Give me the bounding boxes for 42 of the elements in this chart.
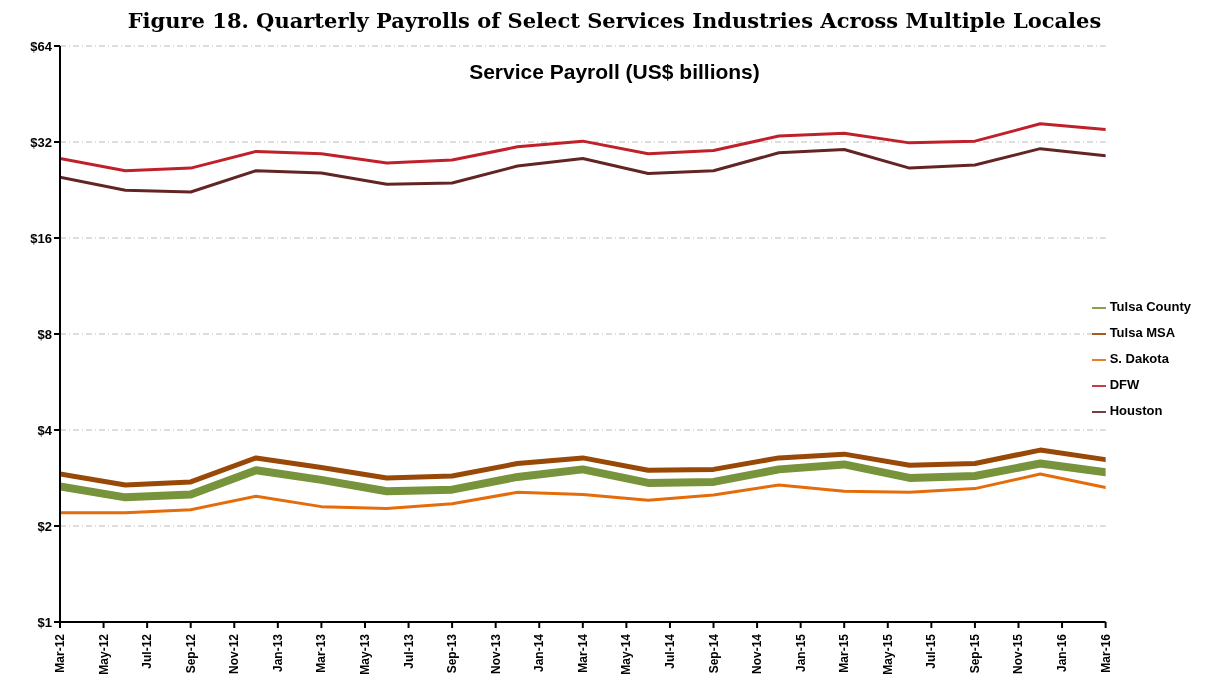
line-series	[60, 147, 1106, 194]
x-tick-label: Mar-12	[53, 633, 67, 673]
x-tick-label: Sep-12	[183, 633, 198, 674]
y-tick-label: $16	[30, 230, 52, 246]
x-tick-label: May-15	[880, 633, 895, 675]
legend-label: Tulsa County	[1109, 299, 1191, 314]
y-tick-label: $64	[30, 38, 53, 54]
y-tick-label: $32	[30, 134, 52, 150]
x-tick-label: Jan-14	[532, 633, 547, 673]
x-tick-label: Sep-13	[445, 633, 460, 674]
text: Service Payroll (US$ billions)	[468, 60, 761, 84]
y-tick-label: $8	[37, 326, 52, 342]
x-tick-label: Nov-15	[1011, 633, 1026, 675]
x-tick-label: May-13	[357, 633, 372, 675]
y-tick-label: $1	[37, 614, 52, 630]
chart-title: Figure 18. Quarterly Payrolls of Select Services Industries Across Multiple Locales	[126, 8, 1103, 35]
legend-label: DFW	[1109, 377, 1140, 392]
x-tick-label: Sep-15	[967, 633, 982, 674]
x-tick-label: Mar-15	[837, 633, 852, 673]
legend-label: Houston	[1109, 403, 1163, 418]
x-tick-label: Jul-13	[401, 633, 416, 669]
legend-label: Tulsa MSA	[1109, 325, 1176, 340]
x-tick-label: Sep-14	[706, 633, 721, 674]
x-tick-label: May-14	[619, 633, 634, 675]
x-tick-label: Jul-15	[924, 633, 939, 669]
x-tick-label: Nov-12	[227, 633, 242, 675]
line-series	[60, 472, 1106, 515]
x-tick-label: Jul-14	[662, 633, 677, 669]
x-tick-label: Mar-13	[314, 633, 329, 673]
x-tick-label: Jul-12	[140, 633, 155, 669]
line-series	[60, 122, 1106, 173]
y-tick-label: $4	[37, 422, 53, 438]
x-tick-label: Jan-13	[270, 633, 285, 673]
x-tick-label: Mar-14	[575, 633, 590, 673]
y-tick-label: $2	[37, 518, 52, 534]
legend-label: S. Dakota	[1109, 351, 1169, 366]
x-tick-label: Mar-16	[1098, 633, 1113, 673]
x-tick-label: May-12	[96, 633, 111, 675]
x-tick-label: Jan-15	[793, 633, 808, 673]
x-tick-label: Jan-16	[1055, 633, 1070, 673]
x-tick-label: Nov-14	[750, 633, 765, 675]
x-tick-label: Nov-13	[488, 633, 503, 675]
